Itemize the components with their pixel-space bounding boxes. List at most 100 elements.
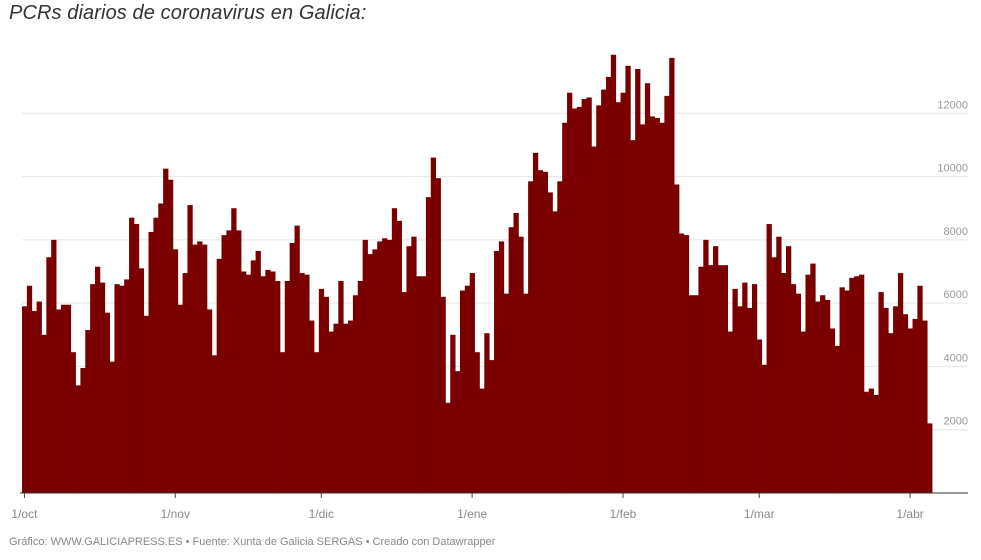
bar — [800, 331, 806, 493]
bar — [406, 246, 412, 493]
bar — [226, 230, 232, 494]
bar — [649, 116, 656, 493]
bar — [557, 181, 563, 493]
bar — [182, 273, 188, 493]
bar — [927, 423, 933, 493]
bar — [751, 284, 758, 493]
bar — [129, 217, 135, 493]
bar — [810, 263, 816, 493]
bar — [289, 243, 295, 493]
bar — [839, 287, 845, 493]
bar — [206, 309, 213, 493]
bar — [713, 246, 719, 493]
bar — [703, 239, 709, 493]
bar — [902, 314, 909, 493]
bar — [138, 268, 145, 493]
x-tick-label: 1/nov — [161, 507, 190, 521]
bar — [897, 273, 904, 493]
bar — [766, 224, 772, 494]
x-tick-label: 1/ene — [457, 507, 487, 521]
bar — [532, 152, 539, 493]
bar — [761, 364, 767, 493]
bar — [562, 122, 568, 493]
x-axis: 1/oct 1/nov 1/dic 1/ene 1/feb 1/mar 1/abr — [11, 492, 968, 521]
bar — [104, 312, 110, 493]
bar — [620, 92, 626, 493]
bar — [85, 330, 91, 493]
bar — [435, 178, 441, 493]
bar — [255, 250, 261, 493]
bar — [279, 352, 286, 493]
bar — [795, 293, 802, 493]
bar — [202, 244, 208, 493]
bar — [318, 288, 325, 493]
bar — [401, 292, 407, 493]
bar — [236, 230, 242, 494]
bar — [669, 57, 675, 493]
bar — [547, 192, 553, 493]
bar — [571, 108, 578, 493]
bar — [771, 257, 777, 493]
bar — [664, 95, 670, 493]
bar — [834, 345, 840, 493]
bar — [275, 280, 281, 493]
bar — [109, 361, 115, 493]
bar — [479, 388, 485, 493]
bar — [781, 273, 787, 493]
bar — [722, 265, 729, 493]
bar — [883, 307, 889, 493]
bar — [65, 304, 72, 493]
bar — [747, 307, 753, 493]
bar — [148, 231, 154, 493]
bar — [644, 83, 651, 493]
bar — [469, 273, 475, 493]
bar — [221, 235, 227, 494]
y-tick-label: 12000 — [937, 99, 968, 111]
bar — [640, 124, 646, 494]
bar — [888, 333, 894, 493]
bar — [815, 301, 821, 493]
bar — [503, 293, 510, 493]
bar — [591, 146, 597, 493]
bar — [425, 197, 432, 493]
chart-footer: Gráfico: WWW.GALICIAPRESS.ES • Fuente: X… — [9, 536, 496, 548]
bar — [309, 320, 315, 493]
bar — [391, 208, 398, 493]
bar — [240, 271, 247, 493]
y-tick-label: 2000 — [944, 416, 968, 428]
bar — [323, 296, 329, 493]
bar — [878, 292, 884, 493]
bar — [674, 184, 680, 494]
bar — [907, 328, 913, 493]
bar — [430, 157, 437, 493]
bar — [455, 371, 461, 493]
bar — [523, 293, 529, 493]
bar — [635, 68, 641, 494]
chart-title: PCRs diarios de coronavirus en Galicia: — [9, 2, 367, 24]
bar — [863, 391, 870, 493]
bar — [284, 280, 291, 493]
bar — [119, 285, 125, 493]
y-tick-label: 6000 — [944, 289, 968, 301]
bar — [386, 239, 393, 493]
bar — [270, 271, 276, 493]
bar — [567, 92, 573, 493]
bar — [717, 265, 724, 493]
bar — [683, 235, 690, 494]
bar — [56, 309, 62, 493]
bar — [829, 328, 836, 493]
bar — [70, 352, 76, 493]
bar — [464, 285, 471, 493]
bar — [630, 140, 636, 493]
bar — [75, 385, 81, 493]
bar — [459, 290, 466, 493]
bar — [177, 304, 183, 493]
bar — [688, 295, 694, 493]
bar — [421, 276, 427, 493]
bar — [615, 102, 621, 494]
bar — [36, 301, 42, 493]
bar — [912, 318, 918, 493]
bar — [742, 282, 748, 493]
bar — [158, 203, 164, 493]
bar — [197, 241, 203, 493]
